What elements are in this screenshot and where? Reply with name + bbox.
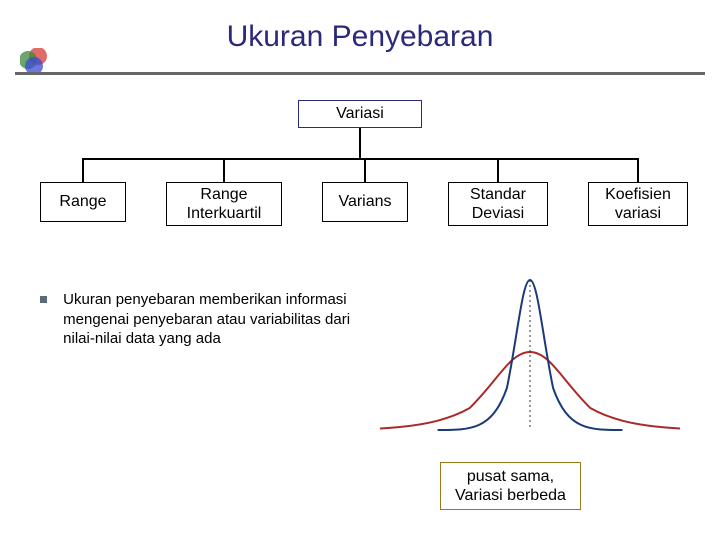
title-underline — [15, 72, 705, 75]
hierarchy-node-stddev: Standar Deviasi — [448, 182, 548, 226]
page-title: Ukuran Penyebaran — [0, 20, 720, 54]
hierarchy-node-range: Range — [40, 182, 126, 222]
description-text: Ukuran penyebaran memberikan informasi m… — [63, 290, 353, 349]
hierarchy-node-varians: Varians — [322, 182, 408, 222]
hierarchy-node-cv: Koefisien variasi — [588, 182, 688, 226]
distribution-curves — [380, 270, 680, 450]
description-bullet: Ukuran penyebaran memberikan informasi m… — [40, 290, 360, 349]
hierarchy-node-iqr: Range Interkuartil — [166, 182, 282, 226]
curves-caption: pusat sama, Variasi berbeda — [440, 462, 581, 510]
hierarchy-root: Variasi — [298, 100, 422, 128]
bullet-marker-icon — [40, 296, 47, 303]
